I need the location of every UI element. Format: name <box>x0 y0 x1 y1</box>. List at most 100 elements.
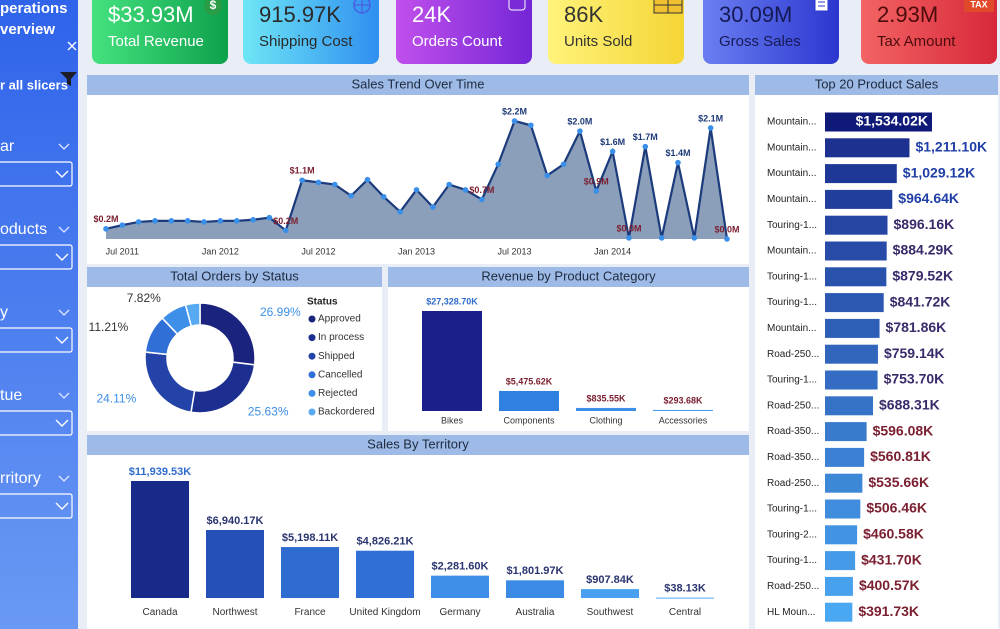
point <box>250 216 256 223</box>
x-tick-label: Northwest <box>212 607 258 618</box>
x-tick-label: Components <box>503 415 555 425</box>
y-tick-label: Mountain... <box>767 246 816 257</box>
kpi-label: Total Revenue <box>108 33 204 50</box>
bar <box>825 447 865 467</box>
data-label: $688.31K <box>879 397 940 413</box>
data-label: $5,198.11K <box>282 532 338 544</box>
kpi-icon-text: TAX <box>970 0 987 9</box>
x-tick-label: Clothing <box>589 415 622 425</box>
point <box>560 161 567 168</box>
legend-label: Backordered <box>318 407 375 418</box>
y-tick-label: Road-250... <box>767 400 819 411</box>
data-label: 25.63% <box>248 405 289 419</box>
data-label: $0.2M <box>93 214 118 224</box>
slicer-dropdown[interactable] <box>0 493 73 519</box>
kpi-value: 30.09M <box>719 2 792 27</box>
x-tick-label-box: Canada <box>142 607 177 618</box>
data-label: $431.70K <box>861 551 922 567</box>
data-label: $1.4M <box>665 148 690 158</box>
point <box>381 194 387 200</box>
kpi-icon <box>818 1 825 7</box>
legend-marker <box>308 371 316 379</box>
data-label: $964.64K <box>898 190 959 206</box>
panel-title: Top 20 Product Sales <box>815 76 939 91</box>
bar <box>506 580 564 598</box>
data-label: 7.82% <box>127 291 161 305</box>
bar <box>653 409 713 411</box>
point <box>331 181 338 188</box>
data-label: 24.11% <box>96 391 136 405</box>
point <box>658 235 665 241</box>
bar <box>281 547 339 598</box>
kpi-card <box>861 0 997 64</box>
slicer-chevron <box>58 392 70 399</box>
data-label: $2.2M <box>502 106 527 116</box>
panel-title: Sales Trend Over Time <box>352 76 485 91</box>
point <box>511 118 518 124</box>
panel-header <box>388 267 749 287</box>
bar <box>825 576 853 596</box>
data-label: $506.46K <box>866 500 927 516</box>
area <box>106 121 727 239</box>
y-tick-label: Road-250... <box>767 349 819 360</box>
data-label: $391.73K <box>858 603 919 619</box>
kpi-value: 2.93M <box>877 2 938 27</box>
point <box>119 222 126 228</box>
x-tick-label: Southwest <box>586 607 634 618</box>
slicer-dropdown[interactable] <box>0 327 73 353</box>
x-tick-label: United Kingdom <box>349 607 421 618</box>
data-label: $835.55K <box>586 393 626 403</box>
slicer-dropdown[interactable] <box>0 410 73 436</box>
data-label: $27,328.70K <box>426 296 478 306</box>
kpi-label: Units Sold <box>564 33 632 50</box>
bar <box>576 407 636 411</box>
slicer-label: oducts <box>0 221 47 238</box>
y-tick-label: Touring-1... <box>767 555 817 566</box>
slicer-chevron <box>58 143 70 150</box>
x-tick-label: Accessories <box>659 415 708 425</box>
kpi-value: 24K <box>412 2 451 27</box>
point <box>430 204 436 210</box>
x-tick-label: Jan 2013 <box>398 246 435 256</box>
x-tick-label: Bikes <box>441 415 464 425</box>
data-label: $1.1M <box>290 166 315 176</box>
x-tick-label-box: United Kingdom <box>349 607 421 618</box>
y-tick-label: Touring-1... <box>767 271 817 282</box>
close-icon[interactable] <box>67 41 77 51</box>
point <box>217 218 224 224</box>
point <box>446 181 452 188</box>
point <box>724 236 730 242</box>
bar <box>825 602 853 622</box>
x-tick-label-box: Northwest <box>212 607 258 618</box>
point <box>593 188 600 194</box>
dropdown-chevron <box>55 170 69 178</box>
legend-label: Rejected <box>318 388 357 399</box>
bar <box>825 138 910 158</box>
point <box>184 218 191 224</box>
data-label: $896.16K <box>894 216 955 232</box>
slicer-dropdown[interactable] <box>0 161 73 187</box>
kpi-icon-text: $ <box>210 0 217 12</box>
data-label: $0.7M <box>469 185 494 195</box>
data-label: $1,801.97K <box>507 565 564 577</box>
legend-marker <box>308 408 316 416</box>
slicer-dropdown[interactable] <box>0 244 73 270</box>
point <box>152 218 158 224</box>
bar <box>206 529 264 598</box>
donut-slice <box>184 302 201 328</box>
bar <box>499 390 559 411</box>
x-tick-label: France <box>294 607 326 618</box>
dropdown-chevron <box>55 502 69 510</box>
x-tick-label: Australia <box>515 607 555 618</box>
dropdown-chevron <box>55 253 69 261</box>
clear-slicers[interactable]: r all slicers <box>0 77 68 92</box>
x-tick-label-box: Southwest <box>586 607 634 618</box>
bar <box>825 473 863 493</box>
sidebar-title: perations <box>0 0 68 17</box>
point <box>675 159 681 166</box>
panel-title: Total Orders by Status <box>170 268 299 283</box>
data-label: $4,826.21K <box>357 536 414 548</box>
data-label: $2.1M <box>698 113 723 123</box>
kpi-label: Gross Sales <box>719 33 801 50</box>
